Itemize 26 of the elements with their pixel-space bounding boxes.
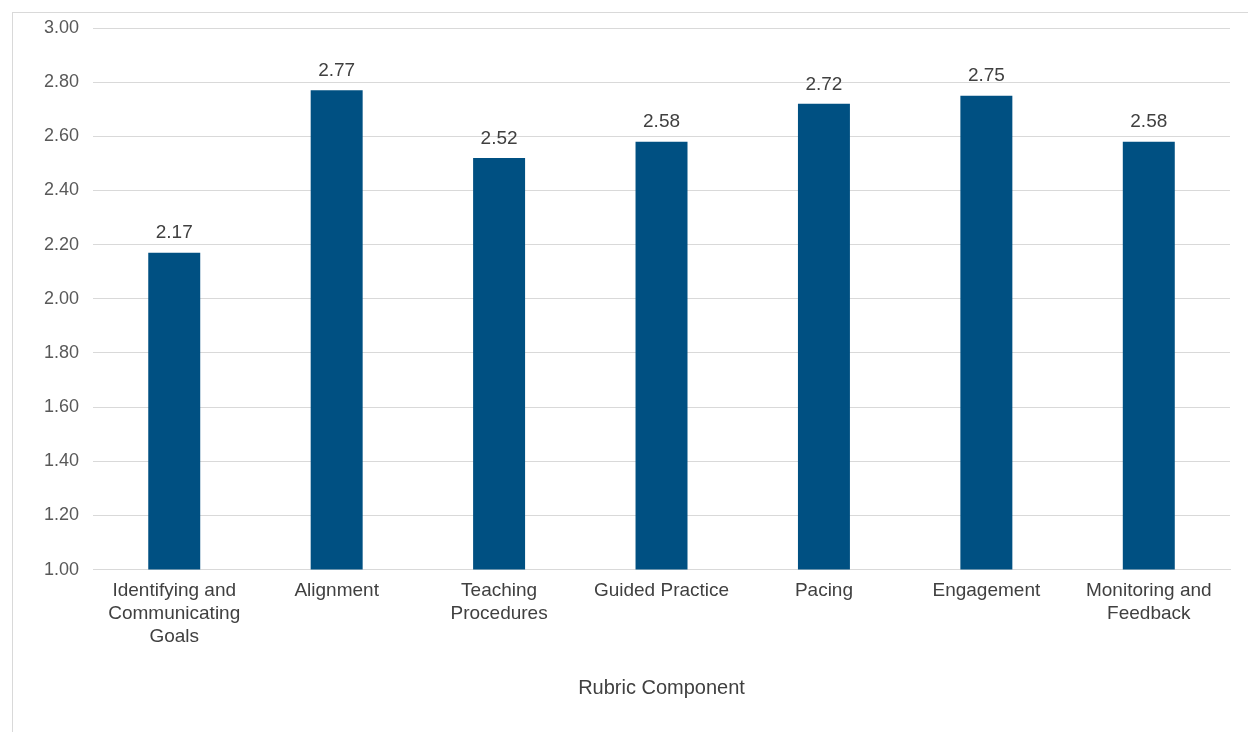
y-tick-label: 1.80 [43, 341, 80, 362]
y-tick-label: 2.00 [43, 287, 80, 308]
y-tick-label: 1.60 [43, 396, 80, 417]
data-label: 2.77 [318, 59, 356, 81]
y-tick-label: 2.60 [43, 125, 80, 146]
x-tick-label: Alignment [294, 579, 380, 601]
x-tick-label: Identifying and Communicating Goals [108, 579, 241, 646]
x-tick-label: Monitoring and Feedback [1085, 579, 1212, 624]
data-label: 2.72 [805, 72, 843, 94]
x-tick-label: Guided Practice [593, 579, 730, 601]
x-tick-label: Pacing [794, 579, 853, 601]
y-tick-label: 2.40 [43, 179, 80, 200]
x-axis-title: Rubric Component [578, 675, 746, 698]
y-tick-label: 2.80 [43, 71, 80, 92]
data-label: 2.52 [480, 126, 518, 148]
data-label: 2.58 [643, 110, 681, 132]
y-tick-label: 1.40 [43, 450, 80, 471]
y-tick-label: 3.00 [43, 16, 80, 37]
data-label: 2.58 [1130, 110, 1168, 132]
x-tick-label: Engagement [932, 579, 1041, 601]
data-label: 2.17 [155, 221, 193, 243]
y-tick-label: 1.00 [43, 558, 80, 579]
y-tick-label: 2.20 [43, 233, 80, 254]
y-tick-label: 1.20 [43, 504, 80, 525]
x-tick-label: Teaching Procedures [450, 579, 548, 624]
data-label: 2.75 [967, 64, 1005, 86]
